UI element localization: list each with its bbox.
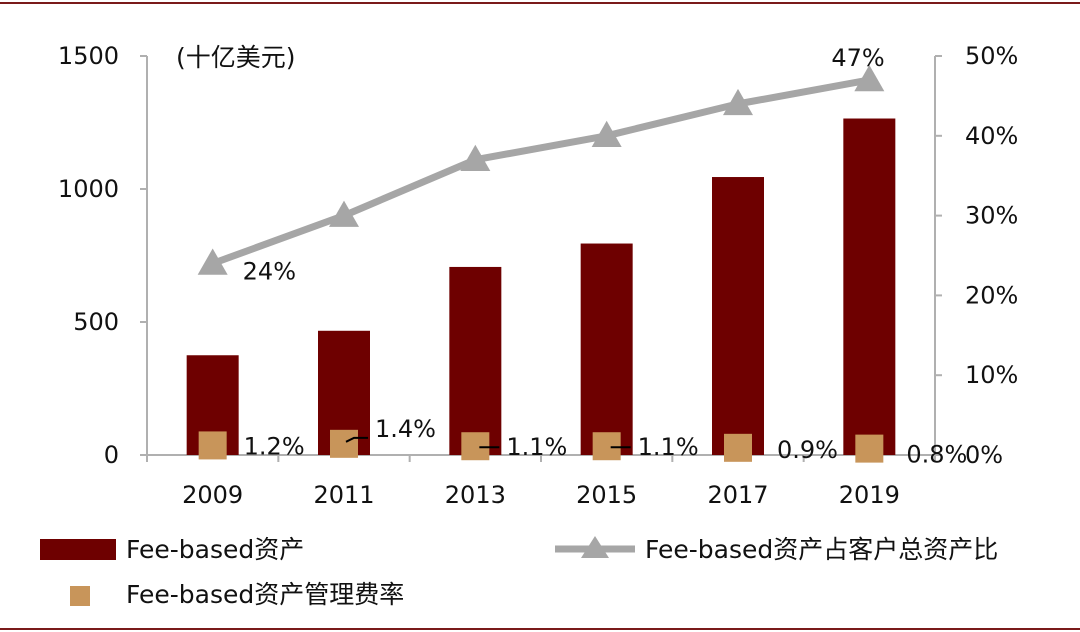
- legend-marker-swatch: [70, 586, 90, 606]
- x-tick-label: 2009: [182, 481, 243, 509]
- fee-rate-label: 1.2%: [244, 432, 305, 460]
- line-point-triangle: [197, 248, 228, 275]
- fee-rate-label: 0.8%: [906, 441, 967, 469]
- legend-marker-label: Fee-based资产管理费率: [126, 580, 404, 609]
- left-tick-label: 0: [104, 441, 119, 469]
- leader-line: [345, 436, 368, 443]
- bottom-frame-line: [0, 628, 1080, 630]
- legend-bar-label: Fee-based资产: [126, 535, 304, 564]
- line-series-path: [211, 76, 870, 267]
- share-label: 47%: [831, 44, 884, 72]
- markers-group: [198, 429, 884, 463]
- legend-group: Fee-based资产 Fee-based资产占客户总资产比 Fee-based资产…: [40, 535, 998, 609]
- line-point-triangle: [329, 200, 359, 227]
- line-point-triangle: [591, 120, 622, 148]
- fee-rate-marker: [330, 429, 358, 458]
- bar: [449, 266, 502, 455]
- right-tick-label: 20%: [965, 281, 1018, 309]
- x-tick-label: 2013: [445, 481, 506, 509]
- fee-rate-marker: [198, 431, 227, 460]
- bar: [712, 177, 764, 455]
- fee-rate-label: 0.9%: [777, 436, 838, 464]
- left-tick-label: 500: [73, 308, 119, 336]
- x-tick-label: 2017: [707, 481, 768, 509]
- labels-group: 1.2% 1.4% 1.1% 1.1% 0.9% 0.8% 24% 47%: [243, 44, 968, 469]
- axes-group: 0 500 1000 1500 0% 10% 20% 30% 40% 50% 2009 2011 201…: [58, 42, 1018, 509]
- unit-label: (十亿美元): [176, 43, 296, 72]
- share-label: 24%: [243, 257, 296, 285]
- top-frame-line: [0, 2, 1080, 4]
- bar: [843, 118, 896, 455]
- line-group: [197, 64, 885, 275]
- legend-bar-swatch: [40, 539, 116, 560]
- left-tick-label: 1000: [58, 175, 119, 203]
- right-tick-label: 0%: [965, 441, 1003, 469]
- right-tick-label: 40%: [965, 122, 1018, 150]
- bar: [580, 243, 633, 455]
- line-point-triangle: [723, 88, 753, 116]
- line-point-triangle: [460, 144, 491, 171]
- fee-rate-label: 1.1%: [506, 433, 567, 461]
- right-tick-label: 50%: [965, 42, 1018, 70]
- x-tick-label: 2019: [839, 481, 900, 509]
- legend-line-triangle: [581, 536, 609, 558]
- line-point-triangle: [854, 64, 885, 92]
- left-tick-label: 1500: [58, 42, 119, 70]
- fee-rate-label: 1.4%: [375, 415, 436, 443]
- fee-rate-label: 1.1%: [638, 433, 699, 461]
- x-tick-label: 2015: [576, 481, 637, 509]
- fee-rate-marker: [855, 434, 884, 463]
- right-tick-label: 10%: [965, 361, 1018, 389]
- bars-group: [186, 118, 896, 455]
- legend-line-label: Fee-based资产占客户总资产比: [645, 535, 998, 564]
- right-tick-label: 30%: [965, 202, 1018, 230]
- fee-rate-marker: [724, 433, 752, 462]
- x-tick-label: 2011: [313, 481, 374, 509]
